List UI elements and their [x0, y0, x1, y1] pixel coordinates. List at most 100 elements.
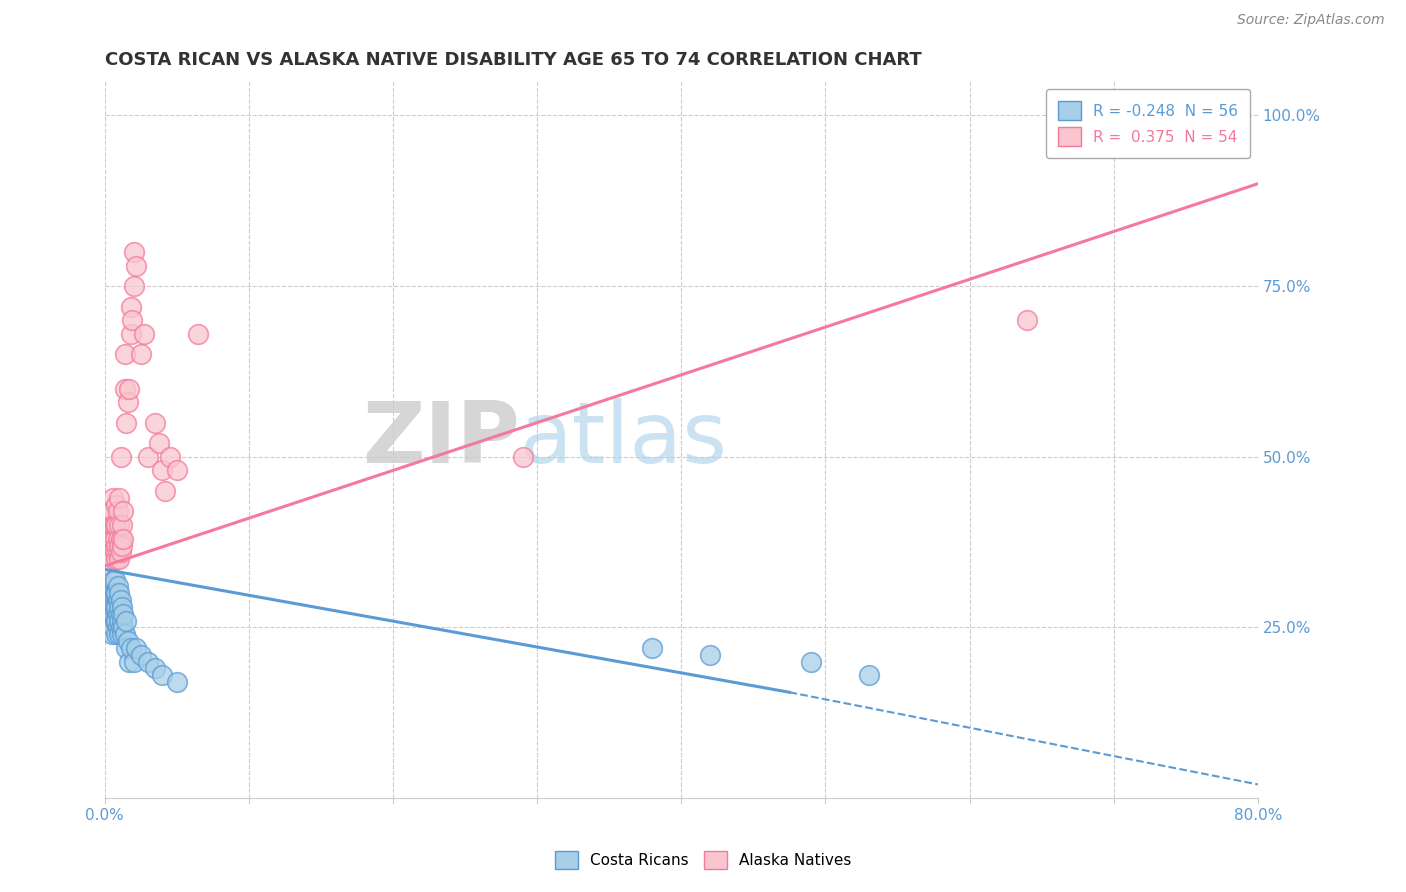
Point: [111, 518, 134, 533]
Point: [159, 450, 181, 464]
Point: [117, 395, 139, 409]
Point: [858, 668, 880, 682]
Point: [115, 614, 138, 628]
Point: [112, 607, 135, 621]
Point: [108, 518, 131, 533]
Point: [699, 648, 721, 662]
Point: [111, 627, 134, 641]
Point: [800, 655, 823, 669]
Point: [108, 539, 131, 553]
Point: [107, 545, 129, 559]
Point: [125, 640, 148, 655]
Point: [105, 539, 128, 553]
Point: [108, 491, 131, 505]
Point: [104, 614, 127, 628]
Point: [101, 545, 124, 559]
Point: [105, 498, 128, 512]
Point: [103, 620, 125, 634]
Point: [143, 661, 166, 675]
Point: [100, 518, 122, 533]
Point: [112, 620, 135, 634]
Point: [136, 655, 159, 669]
Point: [148, 436, 170, 450]
Point: [187, 326, 209, 341]
Legend: R = -0.248  N = 56, R =  0.375  N = 54: R = -0.248 N = 56, R = 0.375 N = 54: [1046, 89, 1250, 159]
Point: [108, 552, 131, 566]
Point: [108, 627, 131, 641]
Point: [103, 599, 125, 614]
Point: [110, 593, 132, 607]
Point: [117, 634, 139, 648]
Point: [96, 607, 118, 621]
Point: [120, 326, 142, 341]
Point: [107, 607, 129, 621]
Point: [110, 607, 132, 621]
Point: [103, 573, 125, 587]
Point: [98, 586, 121, 600]
Point: [136, 450, 159, 464]
Point: [101, 579, 124, 593]
Point: [104, 599, 127, 614]
Point: [98, 599, 121, 614]
Point: [111, 539, 134, 553]
Point: [101, 532, 124, 546]
Point: [98, 532, 121, 546]
Point: [108, 614, 131, 628]
Point: [103, 532, 125, 546]
Point: [110, 532, 132, 546]
Point: [115, 416, 138, 430]
Point: [101, 593, 124, 607]
Legend: Costa Ricans, Alaska Natives: Costa Ricans, Alaska Natives: [548, 845, 858, 875]
Point: [111, 599, 134, 614]
Point: [105, 599, 128, 614]
Point: [107, 593, 129, 607]
Point: [1017, 313, 1039, 327]
Point: [122, 279, 145, 293]
Point: [122, 655, 145, 669]
Point: [118, 382, 141, 396]
Point: [104, 545, 127, 559]
Point: [103, 607, 125, 621]
Point: [114, 627, 136, 641]
Point: [129, 347, 152, 361]
Point: [104, 532, 127, 546]
Point: [115, 640, 138, 655]
Text: ZIP: ZIP: [363, 398, 520, 481]
Point: [100, 504, 122, 518]
Point: [105, 518, 128, 533]
Point: [129, 648, 152, 662]
Point: [107, 620, 129, 634]
Point: [166, 463, 188, 477]
Point: [103, 518, 125, 533]
Point: [103, 491, 125, 505]
Point: [125, 259, 148, 273]
Point: [110, 450, 132, 464]
Point: [103, 586, 125, 600]
Point: [120, 300, 142, 314]
Point: [107, 504, 129, 518]
Point: [166, 675, 188, 690]
Point: [122, 245, 145, 260]
Point: [120, 640, 142, 655]
Point: [103, 552, 125, 566]
Point: [100, 599, 122, 614]
Point: [101, 607, 124, 621]
Text: COSTA RICAN VS ALASKA NATIVE DISABILITY AGE 65 TO 74 CORRELATION CHART: COSTA RICAN VS ALASKA NATIVE DISABILITY …: [104, 51, 921, 69]
Point: [114, 347, 136, 361]
Point: [107, 532, 129, 546]
Point: [104, 586, 127, 600]
Point: [110, 620, 132, 634]
Point: [104, 573, 127, 587]
Point: [105, 627, 128, 641]
Point: [143, 416, 166, 430]
Point: [114, 382, 136, 396]
Point: [101, 627, 124, 641]
Text: Source: ZipAtlas.com: Source: ZipAtlas.com: [1237, 13, 1385, 28]
Point: [112, 532, 135, 546]
Point: [110, 545, 132, 559]
Point: [100, 586, 122, 600]
Point: [111, 614, 134, 628]
Point: [105, 552, 128, 566]
Point: [108, 599, 131, 614]
Point: [150, 668, 173, 682]
